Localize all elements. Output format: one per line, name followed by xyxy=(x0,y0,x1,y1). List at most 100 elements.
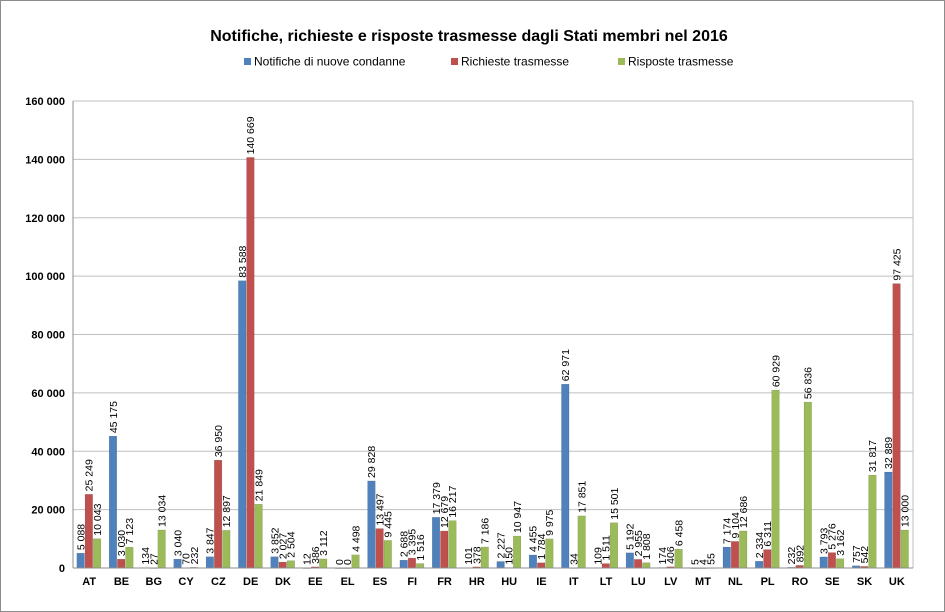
legend-label-risposte-trasmesse: Risposte trasmesse xyxy=(628,55,734,69)
y-tick-label: 0 xyxy=(59,563,65,575)
data-label-lv-notifiche-di-nuove-condanne: 174 xyxy=(657,547,669,565)
data-label-hr-richieste-trasmesse: 378 xyxy=(471,546,483,564)
x-tick-label-pl: PL xyxy=(761,576,775,588)
x-tick-label-se: SE xyxy=(825,576,840,588)
x-tick-label-nl: NL xyxy=(728,576,743,588)
bar-de-risposte-trasmesse xyxy=(254,504,263,569)
y-tick-label: 140 000 xyxy=(25,154,65,166)
legend-label-richieste-trasmesse: Richieste trasmesse xyxy=(461,55,569,69)
data-label-lu-risposte-trasmesse: 1 808 xyxy=(641,533,653,559)
x-tick-label-ro: RO xyxy=(792,576,809,588)
data-label-sk-risposte-trasmesse: 31 817 xyxy=(867,440,879,472)
bar-ro-risposte-trasmesse xyxy=(803,401,812,569)
data-label-mt-notifiche-di-nuove-condanne: 5 xyxy=(689,559,701,565)
bar-nl-richieste-trasmesse xyxy=(731,541,740,569)
x-tick-label-fi: FI xyxy=(407,576,417,588)
x-tick-label-mt: MT xyxy=(695,576,711,588)
bar-dk-risposte-trasmesse xyxy=(286,560,295,569)
bar-be-richieste-trasmesse xyxy=(117,558,126,569)
y-tick-label: 20 000 xyxy=(31,505,65,517)
data-label-dk-risposte-trasmesse: 2 504 xyxy=(286,531,298,557)
data-label-at-richieste-trasmesse: 25 249 xyxy=(84,459,96,491)
data-label-bg-notifiche-di-nuove-condanne: 134 xyxy=(140,547,152,565)
data-label-lt-notifiche-di-nuove-condanne: 109 xyxy=(592,547,604,565)
x-tick-label-hr: HR xyxy=(469,576,485,588)
x-tick-label-cz: CZ xyxy=(211,576,226,588)
data-label-be-risposte-trasmesse: 7 123 xyxy=(124,518,136,544)
data-label-se-risposte-trasmesse: 3 162 xyxy=(835,529,847,555)
data-label-nl-richieste-trasmesse: 9 104 xyxy=(730,512,742,538)
data-label-pl-notifiche-di-nuove-condanne: 2 334 xyxy=(754,532,766,558)
bar-fi-notifiche-di-nuove-condanne xyxy=(399,559,408,569)
data-label-lu-richieste-trasmesse: 2 955 xyxy=(633,530,645,556)
data-label-be-notifiche-di-nuove-condanne: 45 175 xyxy=(108,401,120,433)
data-label-mt-richieste-trasmesse: 4 xyxy=(698,559,710,565)
legend: Notifiche di nuove condanne Richieste tra… xyxy=(244,55,734,69)
bar-de-notifiche-di-nuove-condanne xyxy=(238,280,247,569)
bar-uk-risposte-trasmesse xyxy=(900,529,909,569)
data-label-cy-notifiche-di-nuove-condanne: 3 040 xyxy=(172,530,184,556)
data-label-fr-risposte-trasmesse: 16 217 xyxy=(447,485,459,517)
x-tick-label-de: DE xyxy=(243,576,258,588)
bar-nl-notifiche-di-nuove-condanne xyxy=(722,546,731,569)
data-label-cy-richieste-trasmesse: 70 xyxy=(181,553,193,565)
data-label-fi-risposte-trasmesse: 1 516 xyxy=(415,534,427,560)
data-label-pl-risposte-trasmesse: 60 929 xyxy=(770,355,782,387)
bar-cz-notifiche-di-nuove-condanne xyxy=(205,556,214,569)
data-label-ie-richieste-trasmesse: 1 784 xyxy=(536,533,548,559)
bar-lu-risposte-trasmesse xyxy=(642,562,651,569)
data-label-ie-notifiche-di-nuove-condanne: 4 455 xyxy=(528,526,540,552)
x-tick-label-uk: UK xyxy=(889,576,905,588)
x-axis: AT BE BG CY CZ DE DK EE EL ES FI FR HR HU IE IT LT LU LV MT… xyxy=(73,567,913,588)
chart-title: Notifiche, richieste e risposte trasmess… xyxy=(210,28,728,45)
data-label-dk-richieste-trasmesse: 2 027 xyxy=(278,533,290,559)
data-label-es-risposte-trasmesse: 9 445 xyxy=(383,511,395,537)
data-label-ee-richieste-trasmesse: 386 xyxy=(310,546,322,564)
data-label-hu-risposte-trasmesse: 10 947 xyxy=(512,501,524,533)
data-label-uk-risposte-trasmesse: 13 000 xyxy=(900,495,912,527)
legend-swatch-richieste-trasmesse xyxy=(451,58,458,65)
data-label-cy-risposte-trasmesse: 232 xyxy=(189,547,201,565)
bars xyxy=(76,157,909,569)
data-label-lt-richieste-trasmesse: 1 511 xyxy=(601,535,613,561)
x-tick-label-sk: SK xyxy=(857,576,872,588)
data-label-at-risposte-trasmesse: 10 043 xyxy=(92,503,104,535)
bar-uk-notifiche-di-nuove-condanne xyxy=(884,471,893,569)
data-label-de-risposte-trasmesse: 21 849 xyxy=(253,469,265,501)
data-label-hu-richieste-trasmesse: 150 xyxy=(504,547,516,565)
data-label-bg-risposte-trasmesse: 13 034 xyxy=(156,495,168,527)
data-label-hu-notifiche-di-nuove-condanne: 2 227 xyxy=(495,532,507,558)
x-tick-label-bg: BG xyxy=(146,576,163,588)
data-label-it-richieste-trasmesse: 34 xyxy=(568,553,580,565)
y-tick-label: 40 000 xyxy=(31,446,65,458)
legend-swatch-risposte-trasmesse xyxy=(618,58,625,65)
data-label-it-notifiche-di-nuove-condanne: 62 971 xyxy=(560,349,572,381)
data-label-nl-notifiche-di-nuove-condanne: 7 174 xyxy=(722,518,734,544)
bar-pl-notifiche-di-nuove-condanne xyxy=(755,560,764,569)
bar-fr-richieste-trasmesse xyxy=(440,530,449,569)
x-tick-label-dk: DK xyxy=(275,576,291,588)
data-label-el-richieste-trasmesse: 0 xyxy=(342,559,354,565)
data-label-sk-notifiche-di-nuove-condanne: 757 xyxy=(851,545,863,563)
x-tick-label-at: AT xyxy=(82,576,96,588)
data-label-fi-richieste-trasmesse: 3 395 xyxy=(407,529,419,555)
x-tick-label-ie: IE xyxy=(536,576,546,588)
data-label-it-risposte-trasmesse: 17 851 xyxy=(576,481,588,513)
grid xyxy=(73,100,914,568)
y-tick-label: 160 000 xyxy=(25,96,65,108)
bar-cz-risposte-trasmesse xyxy=(222,530,231,569)
bar-se-risposte-trasmesse xyxy=(836,558,845,569)
data-label-ro-risposte-trasmesse: 56 836 xyxy=(803,367,815,399)
data-label-ee-notifiche-di-nuove-condanne: 12 xyxy=(302,553,314,565)
x-tick-label-es: ES xyxy=(373,576,388,588)
data-label-uk-richieste-trasmesse: 97 425 xyxy=(891,248,903,280)
y-tick-label: 60 000 xyxy=(31,388,65,400)
data-label-bg-richieste-trasmesse: 27 xyxy=(148,553,160,565)
bar-it-notifiche-di-nuove-condanne xyxy=(561,384,570,569)
data-label-cz-notifiche-di-nuove-condanne: 3 847 xyxy=(205,527,217,553)
data-label-hr-notifiche-di-nuove-condanne: 101 xyxy=(463,547,475,565)
data-label-lt-risposte-trasmesse: 15 501 xyxy=(609,487,621,519)
data-label-sk-richieste-trasmesse: 542 xyxy=(859,546,871,564)
